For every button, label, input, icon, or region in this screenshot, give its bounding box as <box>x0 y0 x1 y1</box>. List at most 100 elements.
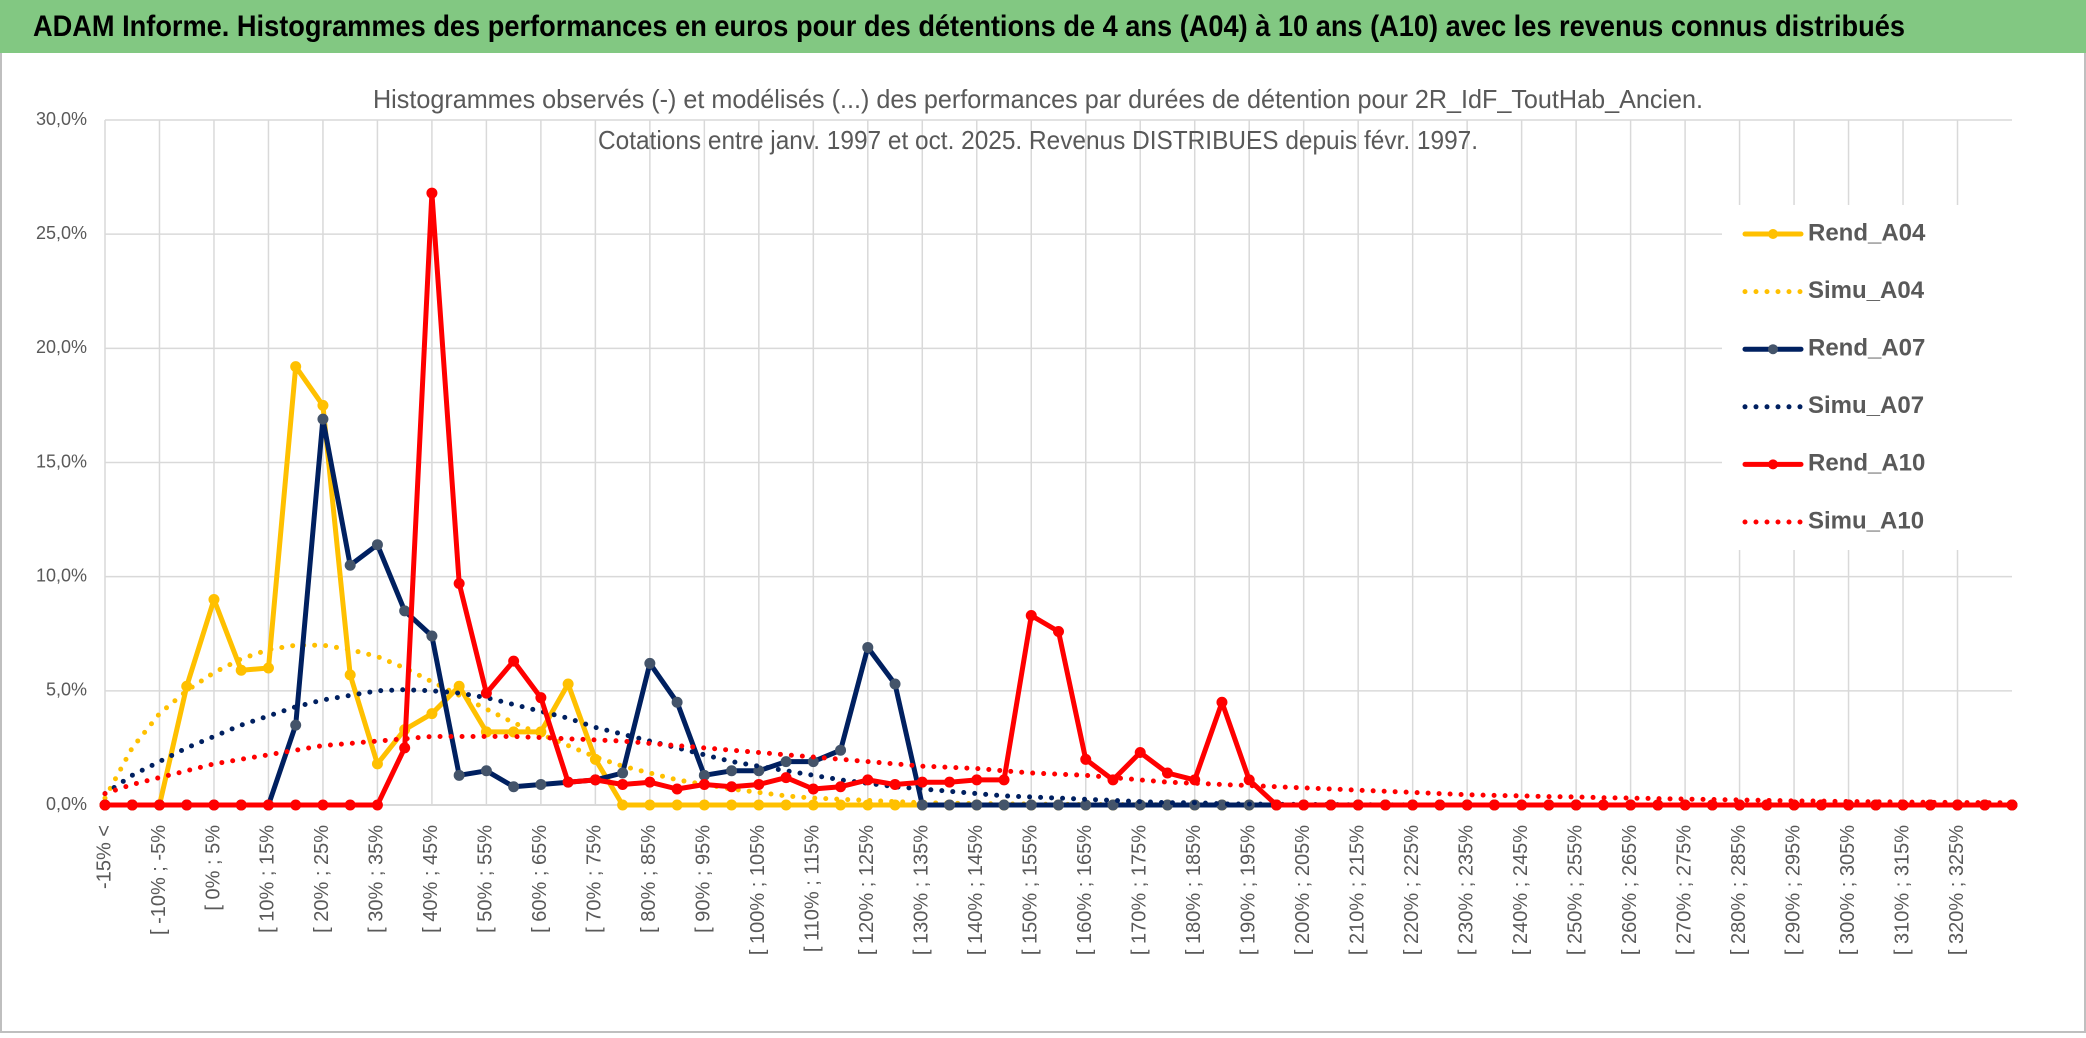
point-marker <box>753 778 765 790</box>
x-tick-label: [ 130% ; 135% <box>911 825 933 955</box>
y-tick-label: 20,0% <box>36 337 87 357</box>
point-marker <box>780 756 792 768</box>
point-marker <box>589 774 601 786</box>
point-marker <box>971 799 983 811</box>
point-marker <box>889 778 901 790</box>
model-line <box>102 687 2015 808</box>
point-marker <box>644 776 656 788</box>
point-marker <box>1325 799 1337 811</box>
point-marker <box>453 578 465 590</box>
point-marker <box>235 799 247 811</box>
point-marker <box>1625 799 1637 811</box>
x-tick-label: [ 200% ; 205% <box>1292 825 1314 955</box>
plot-area: 0,0% 5,0% 10,0% 15,0% 20,0% 25,0% 30,0% -15% < [… <box>36 109 2018 955</box>
point-marker <box>1298 799 1310 811</box>
legend: Rend_A04 Simu_A04 Rend_A07 Simu_A07 Rend_A10… <box>1742 219 1926 534</box>
point-marker <box>780 772 792 784</box>
point-marker <box>1652 799 1664 811</box>
point-marker <box>807 783 819 795</box>
y-tick-label: 0,0% <box>46 794 87 814</box>
x-tick-label: [ 240% ; 245% <box>1510 825 1532 955</box>
legend-label: Simu_A04 <box>1808 277 1925 304</box>
point-marker <box>535 778 547 790</box>
point-marker <box>1025 609 1037 621</box>
point-marker <box>508 781 520 793</box>
point-marker <box>698 778 710 790</box>
point-marker <box>208 594 220 605</box>
x-tick-label: -15% < <box>93 825 115 889</box>
model-line <box>102 734 2015 806</box>
point-marker <box>317 399 329 411</box>
point-marker <box>153 799 165 811</box>
point-marker <box>1488 799 1500 811</box>
point-marker <box>453 769 465 781</box>
legend-marker <box>1768 459 1778 470</box>
legend-label: Rend_A10 <box>1808 450 1925 477</box>
point-marker <box>1352 799 1364 811</box>
point-marker <box>835 799 847 811</box>
x-tick-label: [ 250% ; 255% <box>1564 825 1586 955</box>
point-marker <box>862 641 874 653</box>
point-marker <box>1734 799 1746 811</box>
point-marker <box>753 799 765 811</box>
point-marker <box>644 799 656 811</box>
legend-label: Simu_A07 <box>1808 392 1924 419</box>
point-marker <box>1243 774 1255 786</box>
point-marker <box>671 783 683 795</box>
x-tick-label: [ 220% ; 225% <box>1401 825 1423 955</box>
point-marker <box>944 799 956 811</box>
legend-box <box>1722 205 2012 550</box>
point-marker <box>371 758 383 770</box>
point-marker <box>889 678 901 690</box>
x-tick-label: [ 10% ; 15% <box>257 825 279 933</box>
point-marker <box>399 742 411 754</box>
point-marker <box>262 662 274 674</box>
x-tick-label: [ 310% ; 315% <box>1891 825 1913 955</box>
point-marker <box>1516 799 1528 811</box>
x-tick-label: [ 70% ; 75% <box>584 825 606 933</box>
x-tick-label: [ 270% ; 275% <box>1673 825 1695 955</box>
point-marker <box>235 664 247 676</box>
point-marker <box>1080 753 1092 765</box>
x-tick-label: [ 120% ; 125% <box>856 825 878 955</box>
point-marker <box>1407 799 1419 811</box>
point-marker <box>1379 799 1391 811</box>
point-marker <box>998 774 1010 786</box>
point-marker <box>126 799 138 811</box>
point-marker <box>344 559 356 571</box>
x-tick-label: [ 110% ; 115% <box>802 825 824 952</box>
point-marker <box>535 692 547 704</box>
x-tick-label: [ 80% ; 85% <box>638 825 660 933</box>
point-marker <box>617 799 629 811</box>
point-marker <box>453 680 465 692</box>
point-marker <box>862 774 874 786</box>
point-marker <box>426 708 438 720</box>
point-marker <box>617 767 629 779</box>
x-tick-label: [ 150% ; 155% <box>1020 825 1042 955</box>
point-marker <box>835 781 847 793</box>
point-marker <box>1597 799 1609 811</box>
point-marker <box>317 413 329 425</box>
x-tick-label: [ 170% ; 175% <box>1129 825 1151 955</box>
y-tick-label: 25,0% <box>36 223 87 243</box>
point-marker <box>344 799 356 811</box>
point-marker <box>371 799 383 811</box>
point-marker <box>671 696 683 708</box>
y-tick-label: 10,0% <box>36 565 87 585</box>
point-marker <box>1570 799 1582 811</box>
point-marker <box>726 781 738 793</box>
point-marker <box>208 799 220 811</box>
point-marker <box>780 799 792 811</box>
point-marker <box>1270 799 1282 811</box>
point-marker <box>971 774 983 786</box>
point-marker <box>1434 799 1446 811</box>
point-marker <box>508 655 520 667</box>
point-marker <box>1543 799 1555 811</box>
x-tick-label: [ 140% ; 145% <box>965 825 987 955</box>
legend-marker <box>1768 229 1778 239</box>
point-marker <box>1053 799 1064 811</box>
x-tick-label: [ 290% ; 295% <box>1782 825 1804 955</box>
point-marker <box>644 657 656 669</box>
legend-marker <box>1768 344 1778 355</box>
